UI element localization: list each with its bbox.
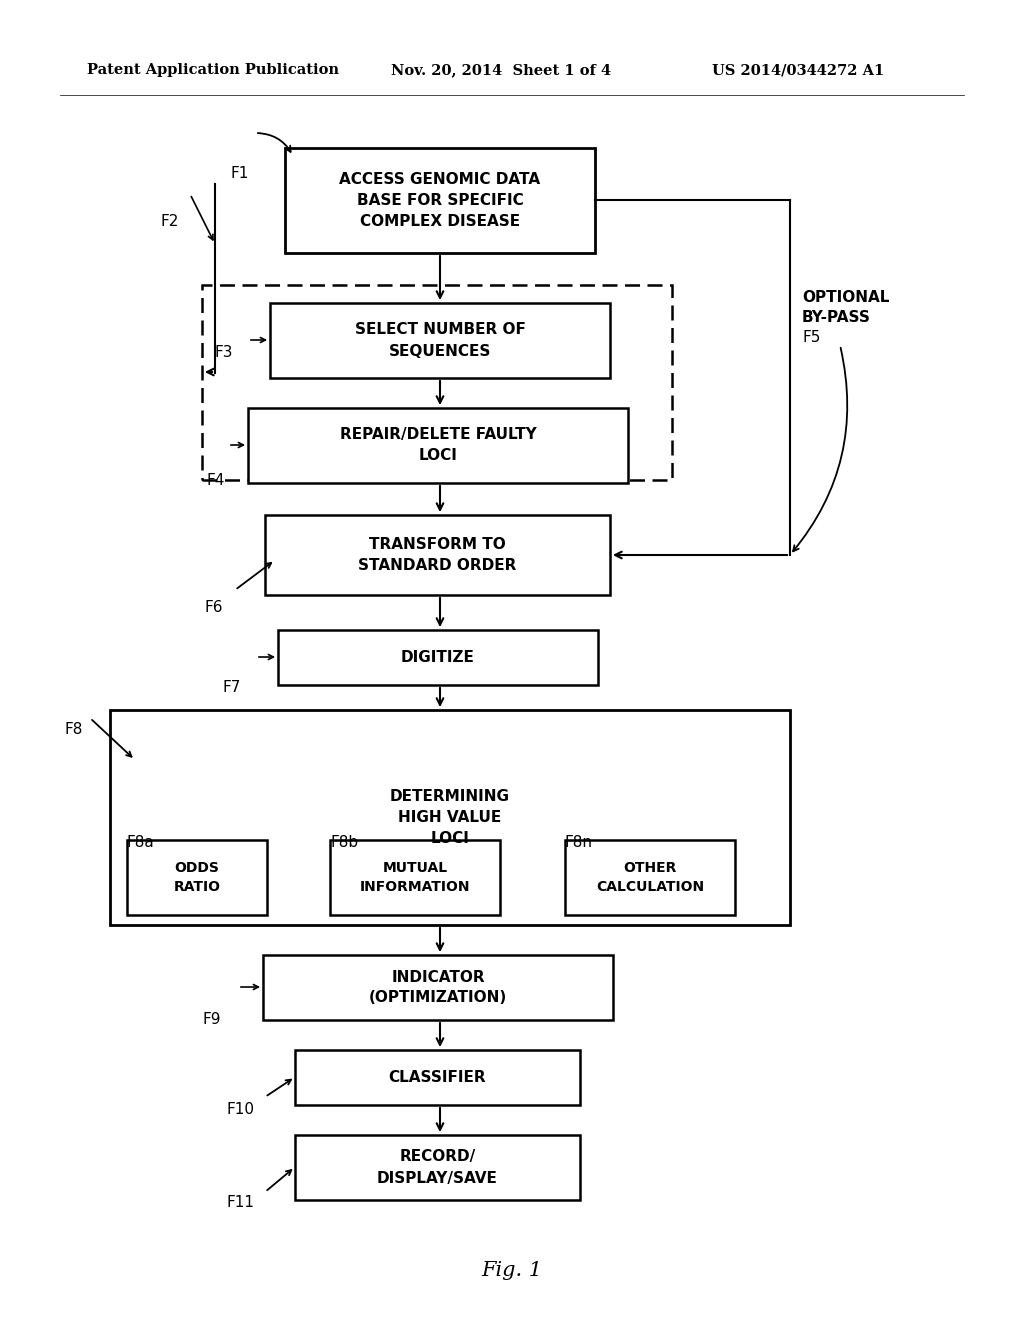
Text: SELECT NUMBER OF
SEQUENCES: SELECT NUMBER OF SEQUENCES [354, 322, 525, 359]
Bar [295, 1135, 580, 1200]
Text: F9: F9 [203, 1012, 221, 1027]
Text: F8: F8 [65, 722, 83, 737]
Bar [265, 515, 610, 595]
Bar [263, 954, 613, 1020]
Text: F8a: F8a [127, 836, 155, 850]
Text: OPTIONAL
BY-PASS: OPTIONAL BY-PASS [802, 290, 890, 325]
Text: MUTUAL
INFORMATION: MUTUAL INFORMATION [359, 861, 470, 894]
Text: F1: F1 [230, 166, 249, 181]
Text: CLASSIFIER: CLASSIFIER [389, 1071, 486, 1085]
Text: F8b: F8b [330, 836, 358, 850]
Bar [285, 148, 595, 253]
Text: Nov. 20, 2014  Sheet 1 of 4: Nov. 20, 2014 Sheet 1 of 4 [391, 63, 611, 78]
Text: F2: F2 [160, 214, 178, 228]
Text: REPAIR/DELETE FAULTY
LOCI: REPAIR/DELETE FAULTY LOCI [340, 428, 537, 463]
Text: F10: F10 [227, 1102, 255, 1117]
Text: ACCESS GENOMIC DATA
BASE FOR SPECIFIC
COMPLEX DISEASE: ACCESS GENOMIC DATA BASE FOR SPECIFIC CO… [339, 172, 541, 228]
Bar [110, 710, 790, 925]
Text: F8n: F8n [565, 836, 593, 850]
Bar [330, 840, 500, 915]
Text: F11: F11 [227, 1195, 255, 1210]
Text: F6: F6 [205, 601, 223, 615]
Text: OTHER
CALCULATION: OTHER CALCULATION [596, 861, 705, 894]
Text: US 2014/0344272 A1: US 2014/0344272 A1 [712, 63, 884, 78]
Text: ODDS
RATIO: ODDS RATIO [173, 861, 220, 894]
Text: INDICATOR
(OPTIMIZATION): INDICATOR (OPTIMIZATION) [369, 969, 507, 1006]
Bar [270, 304, 610, 378]
Bar [127, 840, 267, 915]
Bar [248, 408, 628, 483]
Bar [202, 285, 672, 480]
Text: Fig. 1: Fig. 1 [481, 1261, 543, 1279]
Text: DETERMINING
HIGH VALUE
LOCI: DETERMINING HIGH VALUE LOCI [390, 789, 510, 846]
Text: F4: F4 [206, 473, 224, 488]
Bar [295, 1049, 580, 1105]
Text: F7: F7 [223, 680, 242, 696]
Text: F3: F3 [215, 345, 233, 360]
Text: Patent Application Publication: Patent Application Publication [87, 63, 339, 78]
Bar [278, 630, 598, 685]
Text: TRANSFORM TO
STANDARD ORDER: TRANSFORM TO STANDARD ORDER [358, 537, 517, 573]
Text: RECORD/
DISPLAY/SAVE: RECORD/ DISPLAY/SAVE [377, 1150, 498, 1185]
Text: F5: F5 [802, 330, 820, 345]
Text: DIGITIZE: DIGITIZE [401, 649, 475, 665]
Bar [565, 840, 735, 915]
